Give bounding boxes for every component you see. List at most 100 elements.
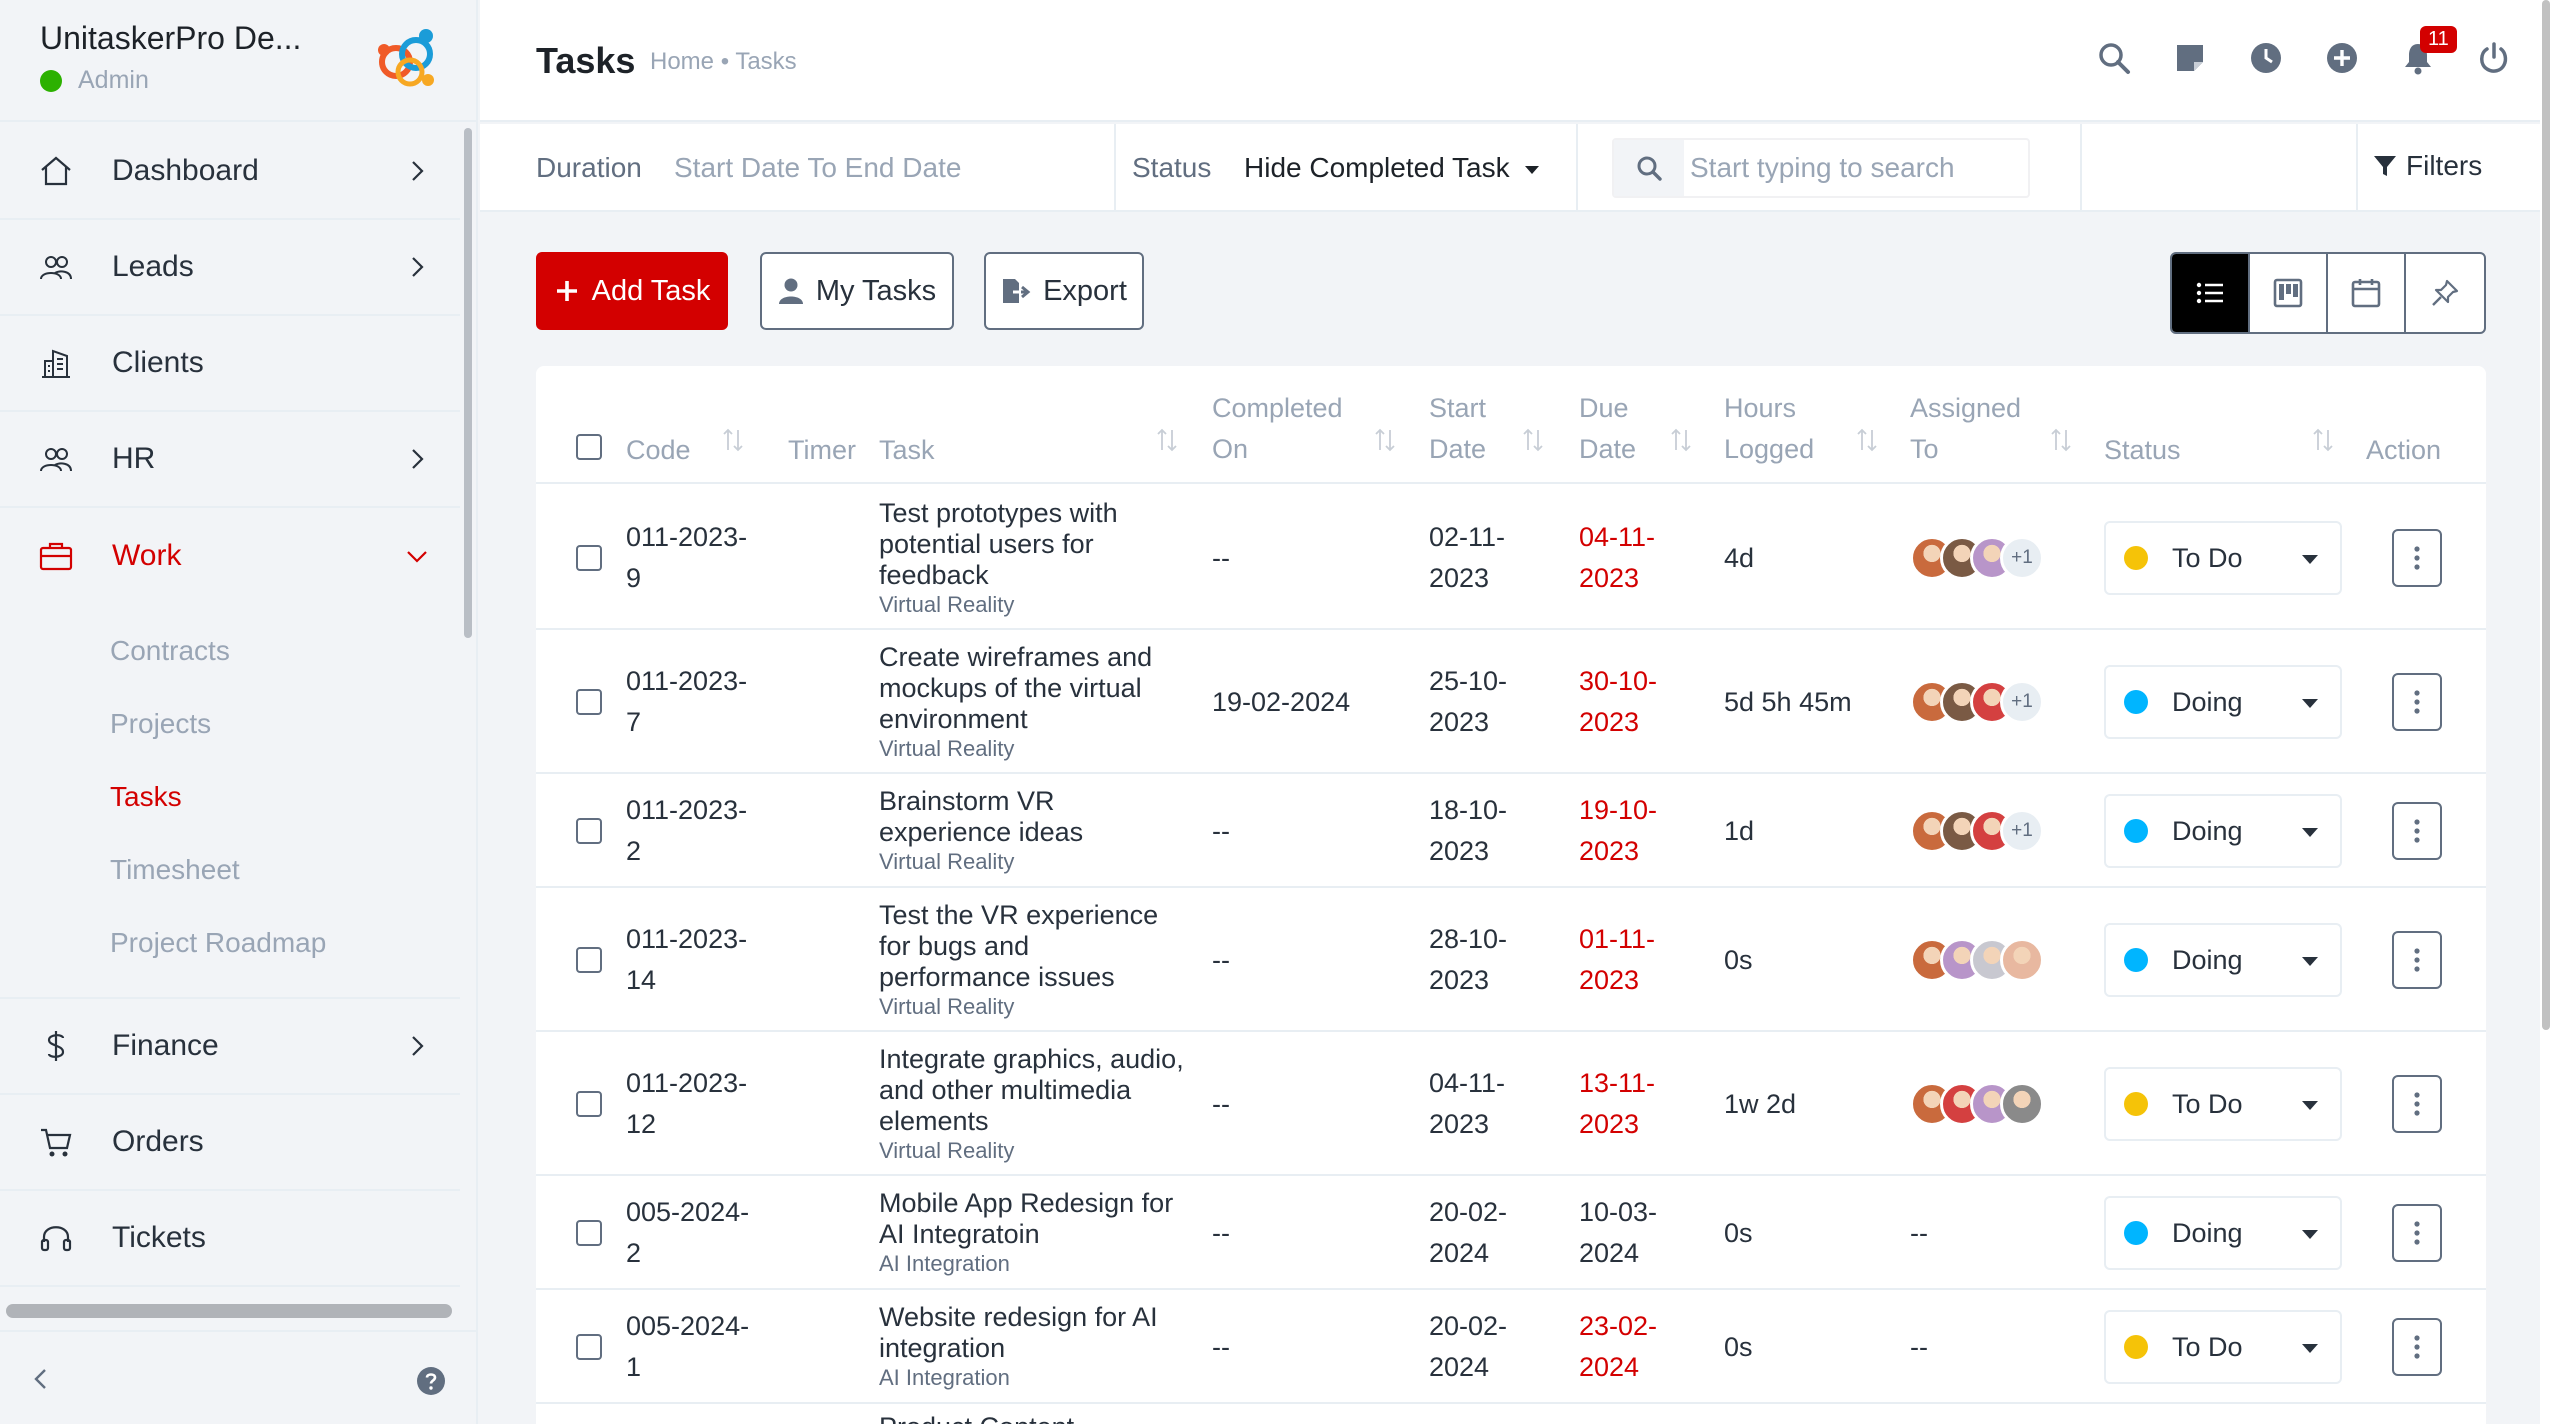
task-project[interactable]: AI Integration [879,1365,1010,1390]
sidebar-item-tickets[interactable]: Tickets [0,1191,460,1287]
search-icon[interactable] [2096,40,2132,76]
power-icon[interactable] [2476,40,2512,76]
add-task-button[interactable]: Add Task [536,252,728,330]
breadcrumb[interactable]: Home • Tasks [650,48,797,75]
task-title-line[interactable]: Test prototypes with [879,497,1118,528]
avatar[interactable] [2000,1082,2044,1126]
more-assignees-badge[interactable]: +1 [2000,680,2044,724]
sort-icon[interactable] [2312,426,2334,454]
task-title-line[interactable]: feedback [879,559,989,590]
row-checkbox[interactable] [576,1091,602,1117]
sidebar-item-hr[interactable]: HR [0,412,460,508]
select-all-checkbox[interactable] [576,434,602,460]
status-select[interactable]: Doing [2104,923,2342,997]
task-project[interactable]: Virtual Reality [879,993,1015,1019]
row-checkbox[interactable] [576,818,602,844]
task-code[interactable]: 011-2023- 2 [626,790,747,872]
task-code[interactable]: 011-2023- 7 [626,661,747,743]
sort-icon[interactable] [2050,426,2072,454]
sidebar-subitem-tasks[interactable]: Tasks [110,780,182,812]
task-title-line[interactable]: Create wireframes and [879,641,1153,672]
more-assignees-badge[interactable]: +1 [2000,809,2044,853]
row-checkbox[interactable] [576,545,602,571]
task-project[interactable]: AI Integration [879,1251,1010,1276]
status-select[interactable]: Doing [2104,794,2342,868]
task-title-line[interactable]: elements [879,1105,989,1136]
assignee-avatars[interactable] [1910,1082,2044,1126]
pinned-view-button[interactable] [2406,254,2484,332]
sidebar-subitem-projects[interactable]: Projects [110,707,212,739]
column-header-completed-on[interactable]: Completed On [1212,388,1343,470]
row-checkbox[interactable] [576,1220,602,1246]
sort-icon[interactable] [1856,426,1878,454]
assignee-avatars[interactable]: +1 [1910,680,2044,724]
task-title-line[interactable]: integration [879,1333,1006,1363]
task-project[interactable]: Virtual Reality [879,849,1015,874]
task-title-line[interactable]: AI Integratoin [879,1219,1040,1249]
filters-button[interactable]: Filters [2372,150,2482,182]
status-select[interactable]: To Do [2104,1067,2342,1141]
row-action-button[interactable] [2392,931,2442,989]
sidebar-item-finance[interactable]: Finance [0,999,460,1095]
row-action-button[interactable] [2392,1075,2442,1133]
task-code[interactable]: 011-2023- 12 [626,1063,747,1145]
assignee-avatars[interactable]: +1 [1910,536,2044,580]
notifications-button[interactable]: 11 [2400,26,2457,76]
column-header-task[interactable]: Task [879,435,935,465]
task-project[interactable]: Virtual Reality [879,735,1015,761]
task-title-line[interactable]: potential users for [879,528,1094,559]
task-title-line[interactable]: Mobile App Redesign for [879,1188,1174,1218]
list-view-button[interactable] [2172,254,2250,332]
sort-icon[interactable] [1374,426,1396,454]
sort-icon[interactable] [1522,426,1544,454]
page-scrollbar-thumb[interactable] [2542,0,2550,1030]
column-header-start-date[interactable]: Start Date [1429,388,1486,470]
task-title-line[interactable]: Test the VR experience [879,899,1159,930]
sidebar-item-leads[interactable]: Leads [0,220,460,316]
kanban-view-button[interactable] [2250,254,2328,332]
sidebar-item-clients[interactable]: Clients [0,316,460,412]
sort-icon[interactable] [1156,426,1178,454]
add-circle-icon[interactable] [2324,40,2360,76]
task-title-line[interactable]: environment [879,703,1028,734]
sidebar-horizontal-scrollbar[interactable] [6,1304,452,1318]
sidebar-item-dashboard[interactable]: Dashboard [0,124,460,220]
task-title-line[interactable]: and other multimedia [879,1074,1132,1105]
task-title-line[interactable]: experience ideas [879,817,1084,847]
row-action-button[interactable] [2392,673,2442,731]
task-project[interactable]: Virtual Reality [879,591,1015,617]
task-title-line[interactable]: Brainstorm VR [879,786,1055,816]
row-action-button[interactable] [2392,529,2442,587]
column-header-code[interactable]: Code [626,435,691,465]
sidebar-scrollbar[interactable] [464,128,472,638]
task-code[interactable]: 011-2023- 14 [626,919,747,1001]
row-checkbox[interactable] [576,1334,602,1360]
more-assignees-badge[interactable]: +1 [2000,536,2044,580]
row-checkbox[interactable] [576,947,602,973]
sticky-note-icon[interactable] [2172,40,2208,76]
sidebar-subitem-timesheet[interactable]: Timesheet [110,853,240,885]
search-input[interactable] [1690,152,2010,184]
export-button[interactable]: Export [984,252,1144,330]
help-icon[interactable] [416,1366,446,1396]
task-title-line[interactable]: Product Content [879,1412,1209,1424]
row-action-button[interactable] [2392,1318,2442,1376]
collapse-sidebar-icon[interactable] [28,1366,54,1392]
status-select[interactable]: To Do [2104,1310,2342,1384]
status-select[interactable]: Doing [2104,665,2342,739]
task-title-line[interactable]: mockups of the virtual [879,672,1142,703]
row-action-button[interactable] [2392,802,2442,860]
row-action-button[interactable] [2392,1204,2442,1262]
clock-icon[interactable] [2248,40,2284,76]
sidebar-item-orders[interactable]: Orders [0,1095,460,1191]
sidebar-item-work[interactable]: Work [0,508,460,604]
my-tasks-button[interactable]: My Tasks [760,252,954,330]
status-select[interactable]: Doing [2104,1196,2342,1270]
column-header-status[interactable]: Status [2104,435,2181,465]
brand-header[interactable]: UnitaskerPro De... Admin [0,0,478,122]
status-select[interactable]: To Do [2104,521,2342,595]
assignee-avatars[interactable]: +1 [1910,809,2044,853]
duration-range-input[interactable]: Start Date To End Date [674,152,962,183]
column-header-assigned-to[interactable]: Assigned To [1910,388,2021,470]
avatar[interactable] [2000,938,2044,982]
